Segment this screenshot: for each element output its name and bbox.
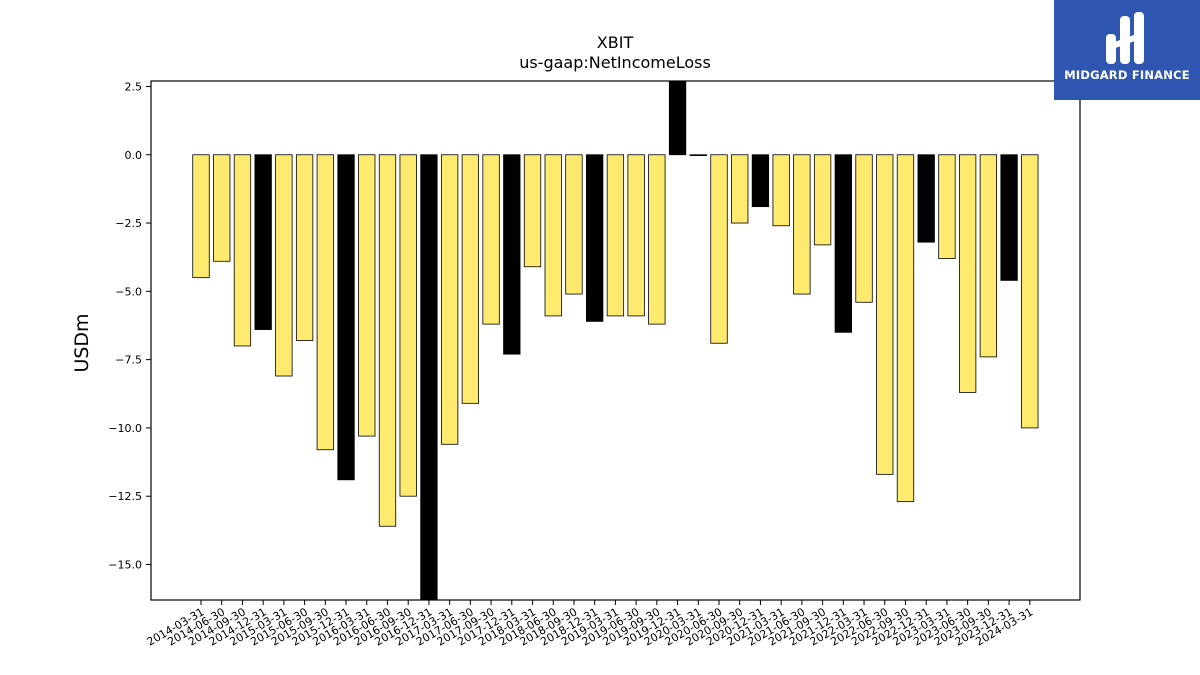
y-tick-label: −7.5 — [115, 354, 142, 367]
bar — [772, 154, 790, 227]
bar — [378, 154, 397, 527]
bar — [1000, 154, 1018, 281]
bar — [834, 154, 852, 333]
x-axis: 2014-03-312014-06-302014-09-302014-12-31… — [145, 600, 1035, 649]
bar — [648, 154, 666, 325]
y-tick-label: −10.0 — [108, 422, 142, 435]
bar — [565, 154, 583, 295]
bar — [399, 154, 417, 497]
bar — [1021, 154, 1039, 429]
bar — [275, 154, 293, 377]
y-tick-label: 2.5 — [125, 80, 143, 93]
bar — [586, 154, 604, 322]
bar — [855, 154, 873, 303]
y-tick-label: −15.0 — [108, 558, 142, 571]
bar — [896, 154, 915, 503]
bar — [233, 154, 252, 347]
bar — [958, 154, 977, 393]
bar — [544, 154, 562, 317]
y-tick-label: −12.5 — [108, 490, 142, 503]
bar — [254, 154, 272, 330]
bar — [461, 154, 480, 404]
bars-group — [192, 81, 1039, 600]
bar — [979, 154, 998, 358]
bar — [627, 154, 645, 317]
bar — [710, 154, 728, 344]
bar — [523, 154, 542, 268]
midgard-mark-icon — [1106, 12, 1144, 64]
bar — [213, 154, 231, 262]
y-axis: 2.5 0.0 −2.5 −5.0 −7.5 −10.0 −12.5 −15.0 — [108, 80, 151, 571]
bar — [316, 154, 334, 451]
bar — [337, 154, 355, 481]
bar — [731, 154, 749, 224]
bar — [689, 154, 707, 156]
midgard-finance-logo: MIDGARD FINANCE — [1054, 0, 1200, 100]
y-tick-label: −5.0 — [115, 285, 142, 298]
chart-subtitle: us-gaap:NetIncomeLoss — [519, 53, 711, 72]
logo-text: MIDGARD FINANCE — [1064, 68, 1190, 82]
y-tick-label: −2.5 — [115, 217, 142, 230]
bar — [358, 154, 376, 437]
bar — [876, 154, 894, 475]
y-axis-label: USDm — [71, 313, 93, 372]
chart-title: XBIT — [597, 33, 634, 52]
bar — [192, 154, 210, 279]
y-tick-label: 0.0 — [125, 149, 143, 162]
bar — [813, 154, 832, 246]
bar — [751, 154, 770, 208]
bar — [295, 154, 314, 341]
bar — [938, 154, 956, 259]
bar — [793, 154, 811, 295]
bar — [503, 154, 521, 355]
bar — [606, 154, 625, 317]
bar — [917, 154, 935, 243]
bar — [440, 154, 459, 445]
plot-frame — [150, 80, 1081, 601]
bar — [482, 154, 500, 325]
bar — [668, 81, 687, 156]
bar — [420, 154, 438, 600]
